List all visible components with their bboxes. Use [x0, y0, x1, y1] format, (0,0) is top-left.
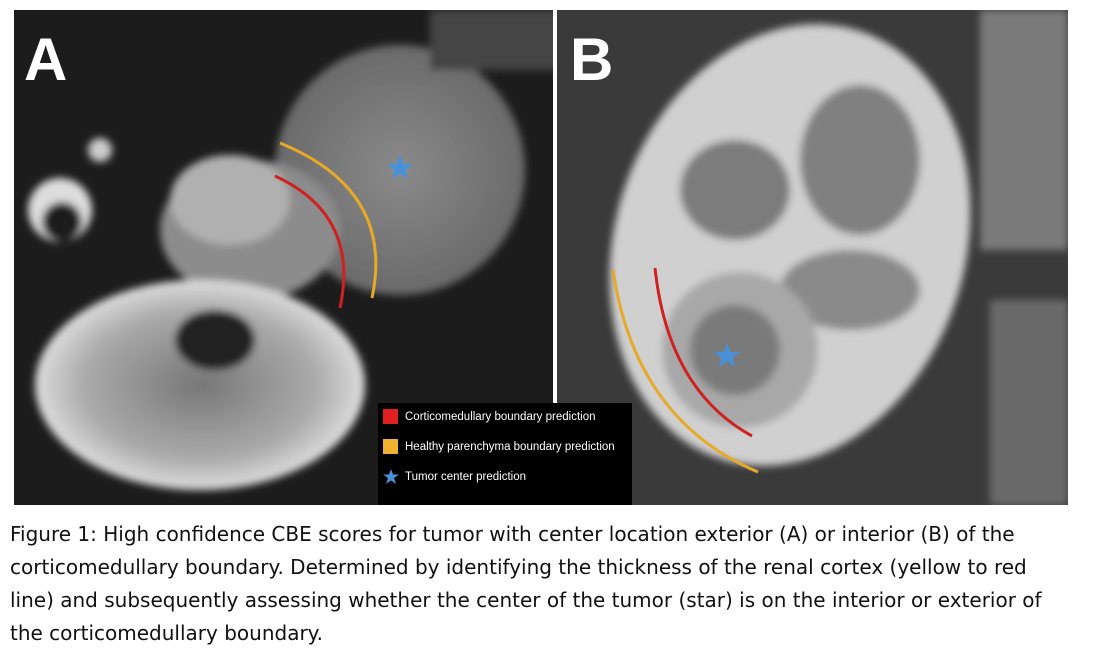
caption-line: corticomedullary boundary. Determined by… — [10, 555, 1027, 579]
caption-line: line) and subsequently assessing whether… — [10, 588, 1043, 612]
panel-a-image — [14, 10, 553, 505]
caption-line: the corticomedullary boundary. — [10, 621, 323, 645]
legend: Corticomedullary boundary prediction Hea… — [378, 403, 632, 505]
panel-label: A — [24, 26, 67, 93]
caption: Figure 1: High confidence CBE scores for… — [10, 522, 1043, 645]
panel-b-image — [557, 10, 1068, 505]
caption-line: Figure 1: High confidence CBE scores for… — [10, 522, 1015, 546]
legend-label: Tumor center prediction — [405, 471, 526, 483]
panel-label: B — [570, 26, 613, 93]
legend-label: Corticomedullary boundary prediction — [405, 411, 596, 423]
legend-label: Healthy parenchyma boundary prediction — [405, 441, 615, 453]
